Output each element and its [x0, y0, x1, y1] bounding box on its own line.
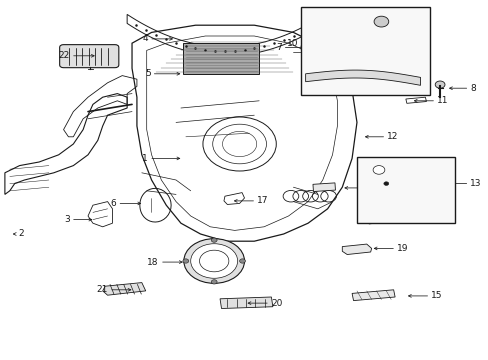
Text: 18: 18	[147, 258, 159, 266]
Text: 14: 14	[436, 211, 447, 220]
Text: 3: 3	[64, 215, 70, 224]
Circle shape	[373, 16, 388, 27]
Polygon shape	[102, 283, 145, 295]
FancyBboxPatch shape	[60, 45, 119, 68]
Text: 15: 15	[430, 292, 442, 300]
Text: 12: 12	[386, 132, 398, 141]
Circle shape	[190, 244, 237, 278]
Text: 5: 5	[144, 69, 150, 78]
Text: 13: 13	[469, 179, 481, 188]
Polygon shape	[360, 160, 398, 180]
Polygon shape	[342, 244, 371, 255]
Text: 7: 7	[275, 43, 281, 52]
Text: 2: 2	[18, 230, 24, 239]
Text: 20: 20	[270, 299, 282, 307]
Polygon shape	[312, 183, 335, 192]
Text: 11: 11	[436, 96, 448, 105]
Text: 22: 22	[59, 51, 70, 60]
Circle shape	[372, 166, 384, 174]
Text: 16: 16	[367, 184, 379, 192]
Text: 17: 17	[257, 197, 268, 205]
Text: 1: 1	[142, 154, 148, 163]
Text: 21: 21	[97, 285, 108, 294]
Text: 8: 8	[469, 84, 475, 93]
Text: 9: 9	[344, 17, 349, 26]
Circle shape	[239, 259, 245, 263]
Text: 6: 6	[110, 199, 116, 208]
Circle shape	[183, 259, 188, 263]
Polygon shape	[366, 215, 400, 224]
Bar	[356, 157, 454, 223]
Polygon shape	[305, 70, 420, 85]
FancyBboxPatch shape	[183, 43, 259, 74]
Circle shape	[211, 238, 217, 242]
Polygon shape	[390, 169, 447, 187]
Polygon shape	[351, 290, 394, 301]
Text: 19: 19	[396, 244, 408, 253]
Circle shape	[383, 182, 388, 185]
Circle shape	[211, 280, 217, 284]
Circle shape	[434, 81, 444, 88]
Polygon shape	[220, 297, 272, 309]
Text: 10: 10	[286, 39, 298, 48]
Circle shape	[183, 239, 244, 283]
Text: 4: 4	[142, 34, 148, 43]
Bar	[300, 7, 429, 95]
